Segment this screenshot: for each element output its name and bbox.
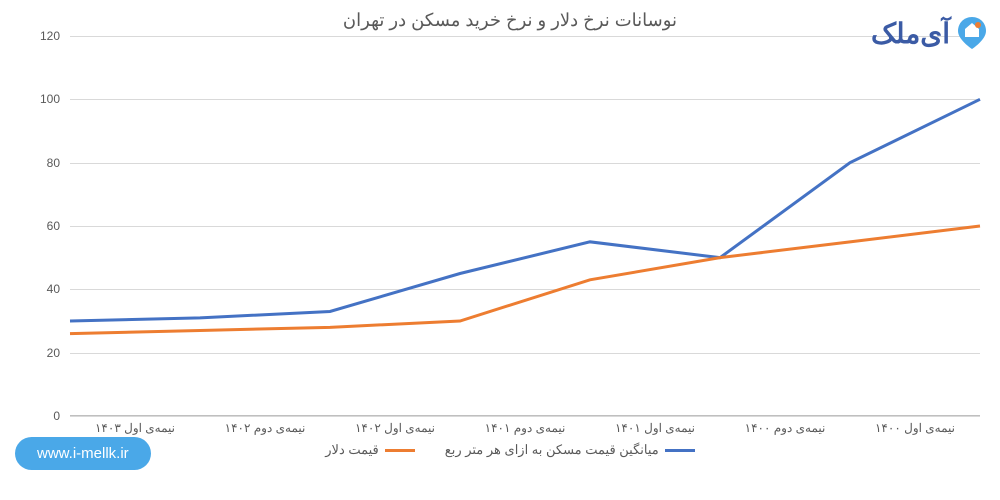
x-label: نیمه‌ی دوم ۱۴۰۲ [200,421,330,435]
legend-label: میانگین قیمت مسکن به ازای هر متر ربع [445,442,659,458]
legend-item: قیمت دلار [325,442,415,458]
y-tick: 40 [47,282,60,296]
x-label: نیمه‌ی دوم ۱۴۰۱ [460,421,590,435]
y-tick: 60 [47,219,60,233]
house-pin-icon [954,15,990,51]
brand-text: آی‌ملک [871,17,950,50]
series-line [70,99,980,321]
legend-swatch [385,449,415,452]
legend-item: میانگین قیمت مسکن به ازای هر متر ربع [445,442,695,458]
y-tick: 80 [47,156,60,170]
legend-swatch [665,449,695,452]
x-axis-labels: نیمه‌ی اول ۱۴۰۳نیمه‌ی دوم ۱۴۰۲نیمه‌ی اول… [70,421,980,435]
chart-title: نوسانات نرخ دلار و نرخ خرید مسکن در تهرا… [30,10,990,31]
legend-label: قیمت دلار [325,442,379,458]
y-tick: 100 [40,92,60,106]
legend: میانگین قیمت مسکن به ازای هر متر ربع قیمت… [30,442,990,458]
brand-logo: آی‌ملک [871,15,990,51]
y-tick: 120 [40,29,60,43]
x-label: نیمه‌ی اول ۱۴۰۲ [330,421,460,435]
y-axis: 020406080100120 [30,36,65,416]
x-label: نیمه‌ی اول ۱۴۰۳ [70,421,200,435]
grid-line [70,416,980,417]
y-tick: 0 [53,409,60,423]
chart-svg [70,36,980,416]
url-pill: www.i-mellk.ir [15,437,151,470]
y-tick: 20 [47,346,60,360]
plot-area: 020406080100120 [70,36,980,416]
x-label: نیمه‌ی دوم ۱۴۰۰ [720,421,850,435]
x-label: نیمه‌ی اول ۱۴۰۰ [850,421,980,435]
x-label: نیمه‌ی اول ۱۴۰۱ [590,421,720,435]
